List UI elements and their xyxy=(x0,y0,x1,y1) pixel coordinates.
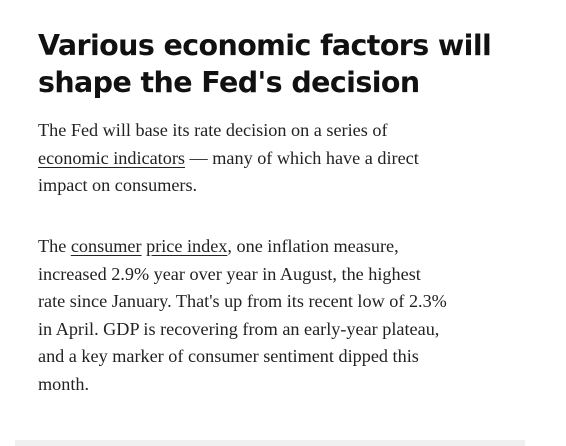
text-line: rate since January. That's up from its r… xyxy=(38,288,447,316)
heading: Various economic factors will shape the F… xyxy=(38,27,492,101)
heading-line: Various economic factors will xyxy=(38,29,492,62)
paragraph: The Fed will base its rate decision on a… xyxy=(38,117,419,200)
text-line: The consumer price index, one inflation … xyxy=(38,233,447,261)
text: and a key marker of consumer sentiment d… xyxy=(38,346,419,366)
link[interactable]: consumer xyxy=(70,236,142,256)
text-line: in April. GDP is recovering from an earl… xyxy=(38,316,447,344)
text: month. xyxy=(38,373,90,394)
text-line: impact on consumers. xyxy=(38,172,419,200)
text: increased 2.9% year over year in August,… xyxy=(38,263,421,284)
text: rate since January. That's up from its r… xyxy=(38,291,447,311)
heading-line: shape the Fed's decision xyxy=(38,66,420,99)
text-line: The Fed will base its rate decision on a… xyxy=(38,117,419,145)
link[interactable]: price index xyxy=(146,236,228,256)
text: , one inflation measure, xyxy=(227,236,399,256)
text-line: and a key marker of consumer sentiment d… xyxy=(38,343,447,371)
text: — many of which have a direct xyxy=(184,147,419,168)
text-line: increased 2.9% year over year in August,… xyxy=(38,261,447,289)
paragraph: The consumer price index, one inflation … xyxy=(38,233,447,398)
bottom-bar xyxy=(15,440,525,446)
text-line: month. xyxy=(38,371,447,399)
text: The Fed will base its rate decision on a… xyxy=(38,120,388,140)
text: The xyxy=(38,236,71,256)
text: impact on consumers. xyxy=(38,175,198,195)
link[interactable]: economic indicators xyxy=(38,147,185,168)
text: in April. GDP is recovering from an earl… xyxy=(38,318,440,339)
text-line: economic indicators — many of which have… xyxy=(38,145,419,173)
